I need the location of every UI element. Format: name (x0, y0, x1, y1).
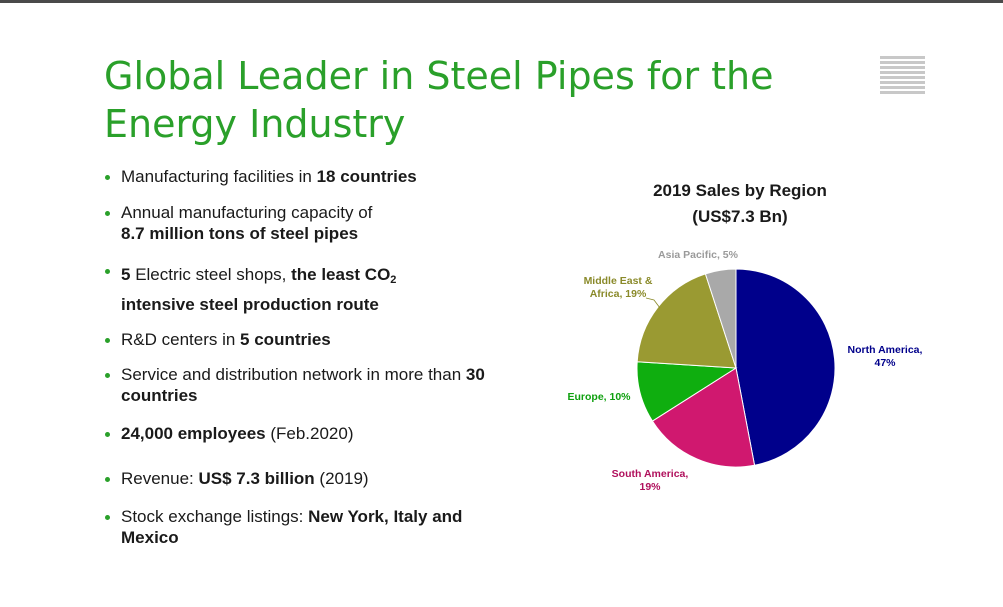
pie-slice-3 (636, 273, 737, 369)
pie-slice-0 (735, 268, 836, 466)
pie-slice-1 (651, 367, 756, 468)
bullet-rnd: R&D centers in 5 countries (103, 329, 523, 350)
chart-title: 2019 Sales by Region (US$7.3 Bn) (600, 178, 880, 230)
pie-label-4: Asia Pacific, 5% (658, 249, 739, 261)
top-rule (0, 0, 1003, 3)
pie-slice-4 (704, 268, 737, 369)
pie-chart: North America,47% South America,19% Europe… (567, 249, 923, 493)
bullet-steel-shops: 5 Electric steel shops, the least CO2 int… (103, 260, 523, 320)
page-title: Global Leader in Steel Pipes for the Ene… (104, 54, 774, 146)
chart-subtitle: (US$7.3 Bn) (692, 207, 788, 226)
bullet-network: Service and distribution network in more… (103, 364, 501, 406)
bullet-capacity: Annual manufacturing capacity of 8.7 mill… (103, 202, 523, 244)
pie-label-2: Europe, 10% (567, 391, 631, 403)
pie-label-3: Middle East & (584, 275, 653, 287)
bullet-revenue: Revenue: US$ 7.3 billion (2019) (103, 468, 523, 489)
hamburger-menu-icon[interactable] (880, 56, 925, 96)
pie-label-value-3: Africa, 19% (590, 288, 647, 300)
pie-label-0: North America, (848, 344, 923, 356)
bullet-employees: 24,000 employees (Feb.2020) (103, 423, 523, 444)
chart-title-main: 2019 Sales by Region (653, 181, 827, 200)
pie-label-value-0: 47% (874, 357, 896, 369)
bullet-facilities: Manufacturing facilities in 18 countries (103, 166, 523, 187)
pie-label-value-1: 19% (639, 481, 661, 493)
bullet-list: Manufacturing facilities in 18 countries… (103, 166, 523, 548)
pie-label-1: South America, (612, 468, 689, 480)
pie-leader-line (645, 297, 661, 309)
bullet-listings: Stock exchange listings: New York, Italy… (103, 506, 511, 548)
